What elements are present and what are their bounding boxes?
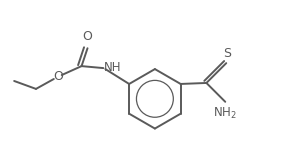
Text: S: S xyxy=(223,47,231,60)
Text: NH$_2$: NH$_2$ xyxy=(213,106,237,121)
Text: NH: NH xyxy=(104,61,122,74)
Text: O: O xyxy=(83,30,92,43)
Text: O: O xyxy=(53,70,63,83)
